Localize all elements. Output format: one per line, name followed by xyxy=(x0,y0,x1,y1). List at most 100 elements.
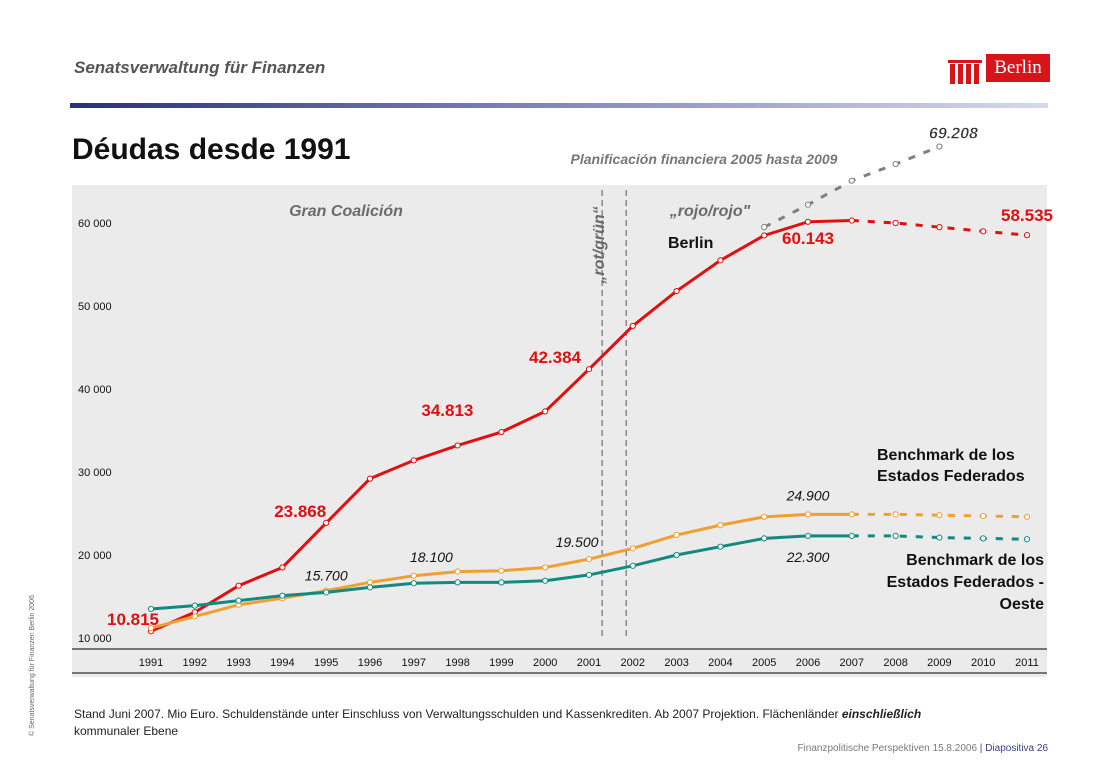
series-point-projection xyxy=(892,160,899,168)
data-label: 23.868 xyxy=(274,502,326,521)
series-point-benchmark-de-los-estados-federados-oeste xyxy=(498,579,505,586)
series-point-benchmark-de-los-estados-federados xyxy=(498,567,505,574)
series-point-benchmark-de-los-estados-federados-oeste xyxy=(673,551,680,559)
slide-number: Diapositiva 26 xyxy=(985,743,1048,754)
series-point-benchmark-de-los-estados-federados-oeste xyxy=(848,532,855,540)
y-tick-label: 30 000 xyxy=(78,467,112,479)
x-tick-label: 1994 xyxy=(270,657,294,669)
plot-background xyxy=(72,185,1047,677)
series-point-benchmark-de-los-estados-federados xyxy=(1023,513,1031,520)
y-tick-label: 60 000 xyxy=(78,218,112,230)
berlin-logo: Berlin xyxy=(946,54,1050,94)
x-tick-label: 2000 xyxy=(533,657,557,669)
series-point-berlin xyxy=(235,582,242,589)
series-point-projection xyxy=(804,201,812,208)
series-point-benchmark-de-los-estados-federados xyxy=(147,624,155,632)
series-point-berlin xyxy=(980,228,987,235)
footer-separator: | xyxy=(979,743,983,754)
footnote-text-2: kommunaler Ebene xyxy=(74,724,179,738)
series-point-benchmark-de-los-estados-federados xyxy=(410,572,417,579)
series-point-benchmark-de-los-estados-federados-oeste xyxy=(235,597,242,604)
x-tick-label: 2005 xyxy=(752,657,776,669)
x-tick-label: 2003 xyxy=(664,657,688,669)
series-point-benchmark-de-los-estados-federados-oeste xyxy=(1023,536,1031,543)
y-tick-label: 20 000 xyxy=(78,550,112,562)
series-point-benchmark-de-los-estados-federados-oeste xyxy=(804,532,812,540)
data-label: 19.500 xyxy=(556,534,599,550)
series-point-benchmark-de-los-estados-federados xyxy=(892,511,899,518)
data-label: 34.813 xyxy=(421,401,473,420)
series-point-benchmark-de-los-estados-federados xyxy=(629,545,636,552)
x-tick-label: 1995 xyxy=(314,657,338,669)
footnote-text: Stand Juni 2007. Mio Euro. Schuldenständ… xyxy=(74,707,842,721)
x-tick-label: 2008 xyxy=(883,657,907,669)
page-title: Déudas desde 1991 xyxy=(72,133,351,166)
x-tick-label: 2011 xyxy=(1015,657,1039,669)
series-point-benchmark-de-los-estados-federados xyxy=(454,568,461,575)
series-projection-benchmark-de-los-estados-federados xyxy=(851,512,1028,519)
berlin-bear-icon xyxy=(948,60,982,84)
data-label: 42.384 xyxy=(529,348,582,367)
x-tick-label: 1991 xyxy=(139,657,163,669)
series-point-berlin xyxy=(673,287,680,295)
y-tick-label: 10 000 xyxy=(78,633,112,645)
data-label: 15.700 xyxy=(305,568,348,584)
series-point-berlin xyxy=(454,442,461,449)
x-tick-label: 2002 xyxy=(621,657,645,669)
series-projection-benchmark-de-los-estados-federados-oeste xyxy=(851,534,1028,541)
series-point-berlin xyxy=(761,232,768,239)
series-point-berlin xyxy=(1023,232,1031,239)
logo-text: Berlin xyxy=(986,54,1050,82)
header-divider xyxy=(70,103,1048,108)
data-label: 58.535 xyxy=(1001,206,1053,225)
region-label-rojo-rojo: „rojo/rojo" xyxy=(669,203,751,220)
data-label: 60.143 xyxy=(782,229,834,248)
x-tick-label: 1997 xyxy=(402,657,426,669)
region-label-rotgruen: „rot/grün“ xyxy=(591,206,608,284)
series-point-benchmark-de-los-estados-federados-oeste xyxy=(147,605,155,613)
legend-benchmark-1: Benchmark de los xyxy=(877,447,1015,464)
series-point-benchmark-de-los-estados-federados xyxy=(804,511,812,518)
series-point-berlin xyxy=(366,475,374,482)
data-label: 22.300 xyxy=(786,549,830,565)
series-point-berlin xyxy=(629,322,636,330)
series-point-projection xyxy=(936,143,943,150)
series-point-benchmark-de-los-estados-federados-oeste xyxy=(936,534,943,541)
footnote-emphasis: einschließlich xyxy=(841,707,922,721)
series-point-berlin xyxy=(323,519,330,526)
footer-left: Finanzpolitische Perspektiven 15.8.2006 xyxy=(797,743,978,754)
series-point-projection xyxy=(761,224,768,231)
series-point-benchmark-de-los-estados-federados-oeste xyxy=(585,571,593,579)
series-point-berlin xyxy=(936,224,943,231)
footnote: Stand Juni 2007. Mio Euro. Schuldenständ… xyxy=(74,706,1034,740)
x-tick-label: 1992 xyxy=(183,657,207,669)
series-point-benchmark-de-los-estados-federados-oeste xyxy=(323,589,330,596)
footer: Finanzpolitische Perspektiven 15.8.2006 … xyxy=(797,743,1048,754)
series-point-benchmark-de-los-estados-federados xyxy=(980,512,987,520)
series-point-benchmark-de-los-estados-federados xyxy=(717,522,724,529)
series-point-berlin xyxy=(542,408,549,415)
legend-west-3: Oeste xyxy=(1000,596,1045,613)
series-point-benchmark-de-los-estados-federados xyxy=(191,613,198,620)
series-point-berlin xyxy=(804,218,812,225)
x-tick-label: 1998 xyxy=(445,657,469,669)
data-label: 18.100 xyxy=(410,549,453,565)
series-point-benchmark-de-los-estados-federados xyxy=(673,531,680,539)
series-point-benchmark-de-los-estados-federados xyxy=(585,556,593,563)
legend-west-2: Estados Federados - xyxy=(887,574,1044,591)
series-point-benchmark-de-los-estados-federados xyxy=(761,513,768,520)
series-point-benchmark-de-los-estados-federados-oeste xyxy=(717,543,724,550)
series-point-benchmark-de-los-estados-federados-oeste xyxy=(191,602,198,609)
legend-benchmark-2: Estados Federados xyxy=(877,468,1025,485)
series-point-benchmark-de-los-estados-federados-oeste xyxy=(279,592,286,599)
series-point-benchmark-de-los-estados-federados xyxy=(936,512,943,519)
y-tick-label: 50 000 xyxy=(78,301,112,313)
series-point-benchmark-de-los-estados-federados-oeste xyxy=(366,584,374,591)
series-point-benchmark-de-los-estados-federados-oeste xyxy=(980,535,987,542)
series-point-berlin xyxy=(410,457,417,464)
x-tick-label: 2007 xyxy=(840,657,864,669)
copyright: © Senatsverwaltung für Finanzen Berlin 2… xyxy=(29,595,36,736)
data-label: 10.815 xyxy=(107,610,159,629)
series-point-berlin xyxy=(717,257,724,264)
